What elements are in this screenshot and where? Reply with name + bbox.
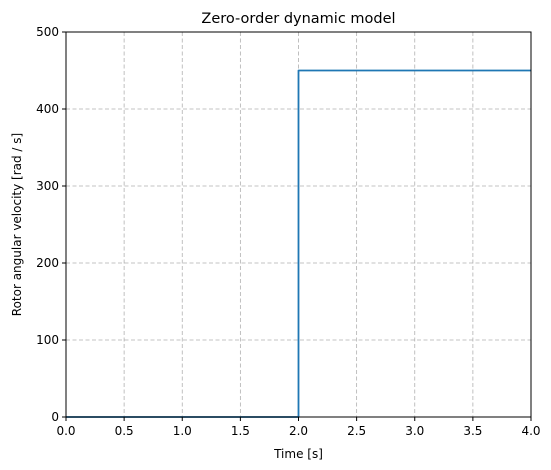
x-tick-label: 0.5 [115,424,134,438]
x-tick-label: 2.0 [289,424,308,438]
x-axis-label: Time [s] [273,447,323,461]
y-axis-ticks: 0 100 200 300 400 500 [36,25,66,424]
y-tick-label: 100 [36,333,59,347]
y-tick-label: 300 [36,179,59,193]
x-tick-label: 1.0 [173,424,192,438]
y-tick-label: 200 [36,256,59,270]
x-tick-label: 3.5 [463,424,482,438]
x-tick-label: 4.0 [521,424,540,438]
x-tick-label: 3.0 [405,424,424,438]
series-line [66,69,531,418]
chart-title: Zero-order dynamic model [201,11,395,27]
x-tick-label: 2.5 [347,424,366,438]
x-tick-label: 0.0 [56,424,75,438]
y-tick-label: 500 [36,25,59,39]
y-tick-label: 400 [36,102,59,116]
x-axis-ticks: 0.0 0.5 1.0 1.5 2.0 2.5 3.0 3.5 4.0 [56,417,541,438]
y-axis-label: Rotor angular velocity [rad / s] [10,133,24,316]
y-tick-label: 0 [51,410,59,424]
x-tick-label: 1.5 [231,424,250,438]
series-layer [66,69,531,418]
